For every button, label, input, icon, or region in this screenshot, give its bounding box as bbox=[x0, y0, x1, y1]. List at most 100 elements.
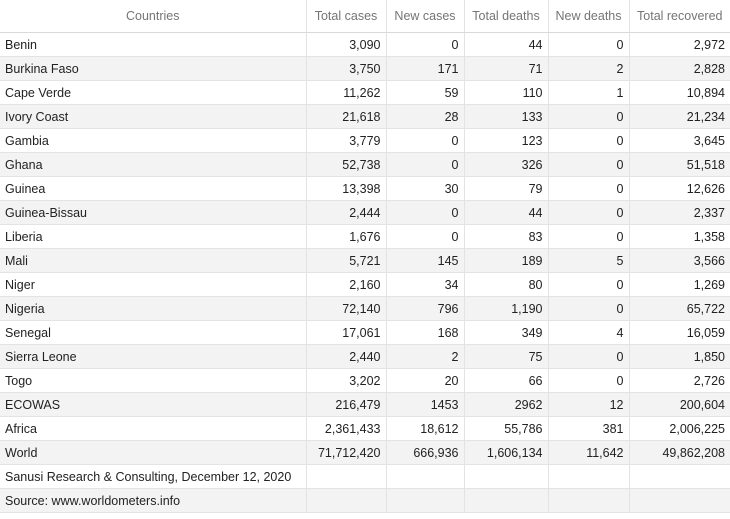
total-cases-cell: 11,262 bbox=[306, 80, 387, 105]
table-row: Mali 5,721 145 189 5 3,566 bbox=[0, 248, 730, 273]
table-row: Togo 3,202 20 66 0 2,726 bbox=[0, 368, 730, 393]
total-deaths-cell: 189 bbox=[464, 248, 549, 273]
new-deaths-cell: 0 bbox=[548, 128, 630, 153]
new-cases-cell: 0 bbox=[386, 32, 465, 57]
table-row: Benin 3,090 0 44 0 2,972 bbox=[0, 32, 730, 57]
total-deaths-cell: 349 bbox=[464, 320, 549, 345]
new-deaths-cell: 12 bbox=[548, 392, 630, 417]
new-cases-cell: 0 bbox=[386, 128, 465, 153]
country-cell: Niger bbox=[0, 272, 307, 297]
table-row: Sanusi Research & Consulting, December 1… bbox=[0, 464, 730, 489]
total-recovered-cell bbox=[629, 464, 730, 489]
country-cell: Mali bbox=[0, 248, 307, 273]
total-recovered-cell bbox=[629, 488, 730, 513]
table-row: Gambia 3,779 0 123 0 3,645 bbox=[0, 128, 730, 153]
new-deaths-cell: 0 bbox=[548, 104, 630, 129]
new-cases-cell: 2 bbox=[386, 344, 465, 369]
total-cases-cell: 2,440 bbox=[306, 344, 387, 369]
total-recovered-cell: 1,850 bbox=[629, 344, 730, 369]
table-row: Guinea 13,398 30 79 0 12,626 bbox=[0, 176, 730, 201]
total-recovered-cell: 21,234 bbox=[629, 104, 730, 129]
new-deaths-cell: 381 bbox=[548, 416, 630, 441]
total-deaths-cell: 133 bbox=[464, 104, 549, 129]
new-deaths-cell: 0 bbox=[548, 224, 630, 249]
total-cases-cell: 13,398 bbox=[306, 176, 387, 201]
country-cell: Burkina Faso bbox=[0, 56, 307, 81]
new-cases-cell: 666,936 bbox=[386, 440, 465, 465]
total-cases-cell: 216,479 bbox=[306, 392, 387, 417]
total-deaths-cell: 110 bbox=[464, 80, 549, 105]
country-cell: Cape Verde bbox=[0, 80, 307, 105]
table-row: Africa 2,361,433 18,612 55,786 381 2,006,225 bbox=[0, 416, 730, 441]
country-cell: Nigeria bbox=[0, 296, 307, 321]
new-cases-cell: 0 bbox=[386, 224, 465, 249]
total-cases-cell: 72,140 bbox=[306, 296, 387, 321]
new-cases-cell: 168 bbox=[386, 320, 465, 345]
total-deaths-cell: 71 bbox=[464, 56, 549, 81]
total-deaths-cell: 123 bbox=[464, 128, 549, 153]
total-cases-cell: 2,361,433 bbox=[306, 416, 387, 441]
header-countries: Countries bbox=[0, 0, 307, 33]
total-cases-cell: 2,160 bbox=[306, 272, 387, 297]
total-recovered-cell: 2,006,225 bbox=[629, 416, 730, 441]
header-row: Countries Total cases New cases Total de… bbox=[0, 0, 730, 33]
new-deaths-cell: 0 bbox=[548, 368, 630, 393]
new-deaths-cell: 0 bbox=[548, 296, 630, 321]
total-recovered-cell: 65,722 bbox=[629, 296, 730, 321]
country-cell: Senegal bbox=[0, 320, 307, 345]
total-recovered-cell: 2,726 bbox=[629, 368, 730, 393]
total-cases-cell: 3,090 bbox=[306, 32, 387, 57]
table-row: Sierra Leone 2,440 2 75 0 1,850 bbox=[0, 344, 730, 369]
table-row: Ivory Coast 21,618 28 133 0 21,234 bbox=[0, 104, 730, 129]
total-deaths-cell: 1,606,134 bbox=[464, 440, 549, 465]
country-cell: Gambia bbox=[0, 128, 307, 153]
total-recovered-cell: 3,566 bbox=[629, 248, 730, 273]
new-deaths-cell: 11,642 bbox=[548, 440, 630, 465]
new-deaths-cell: 1 bbox=[548, 80, 630, 105]
header-total-cases: Total cases bbox=[306, 0, 387, 33]
new-cases-cell: 171 bbox=[386, 56, 465, 81]
total-deaths-cell: 55,786 bbox=[464, 416, 549, 441]
country-cell: Togo bbox=[0, 368, 307, 393]
new-deaths-cell: 5 bbox=[548, 248, 630, 273]
table-row: Senegal 17,061 168 349 4 16,059 bbox=[0, 320, 730, 345]
total-deaths-cell: 75 bbox=[464, 344, 549, 369]
total-deaths-cell bbox=[464, 488, 549, 513]
total-cases-cell bbox=[306, 464, 387, 489]
total-recovered-cell: 10,894 bbox=[629, 80, 730, 105]
new-deaths-cell: 4 bbox=[548, 320, 630, 345]
new-cases-cell: 1453 bbox=[386, 392, 465, 417]
table-row: Nigeria 72,140 796 1,190 0 65,722 bbox=[0, 296, 730, 321]
total-recovered-cell: 1,269 bbox=[629, 272, 730, 297]
new-cases-cell: 59 bbox=[386, 80, 465, 105]
total-cases-cell: 52,738 bbox=[306, 152, 387, 177]
new-cases-cell: 18,612 bbox=[386, 416, 465, 441]
total-deaths-cell: 79 bbox=[464, 176, 549, 201]
new-cases-cell: 0 bbox=[386, 200, 465, 225]
total-cases-cell: 17,061 bbox=[306, 320, 387, 345]
new-cases-cell: 0 bbox=[386, 152, 465, 177]
total-cases-cell: 1,676 bbox=[306, 224, 387, 249]
total-recovered-cell: 2,828 bbox=[629, 56, 730, 81]
total-cases-cell: 3,750 bbox=[306, 56, 387, 81]
new-cases-cell: 145 bbox=[386, 248, 465, 273]
country-cell: Sanusi Research & Consulting, December 1… bbox=[0, 464, 307, 489]
new-cases-cell: 20 bbox=[386, 368, 465, 393]
table-row: Niger 2,160 34 80 0 1,269 bbox=[0, 272, 730, 297]
total-deaths-cell: 326 bbox=[464, 152, 549, 177]
table-row: Liberia 1,676 0 83 0 1,358 bbox=[0, 224, 730, 249]
total-deaths-cell bbox=[464, 464, 549, 489]
country-cell: Ghana bbox=[0, 152, 307, 177]
total-recovered-cell: 51,518 bbox=[629, 152, 730, 177]
new-deaths-cell: 0 bbox=[548, 152, 630, 177]
total-deaths-cell: 83 bbox=[464, 224, 549, 249]
new-deaths-cell: 0 bbox=[548, 32, 630, 57]
total-deaths-cell: 44 bbox=[464, 200, 549, 225]
country-cell: Liberia bbox=[0, 224, 307, 249]
new-cases-cell: 30 bbox=[386, 176, 465, 201]
header-new-cases: New cases bbox=[386, 0, 465, 33]
new-deaths-cell: 0 bbox=[548, 176, 630, 201]
new-deaths-cell: 2 bbox=[548, 56, 630, 81]
total-recovered-cell: 12,626 bbox=[629, 176, 730, 201]
total-recovered-cell: 1,358 bbox=[629, 224, 730, 249]
